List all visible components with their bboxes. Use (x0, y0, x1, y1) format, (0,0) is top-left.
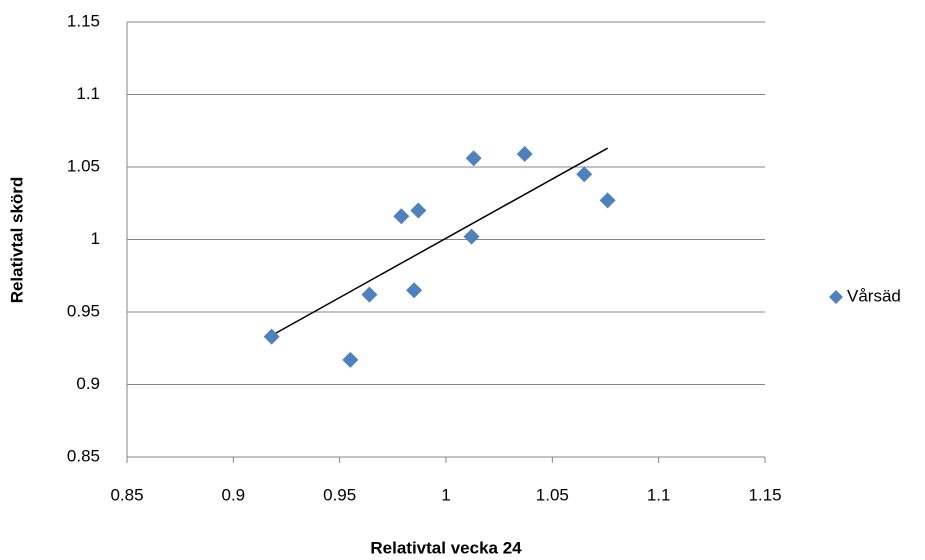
point (465, 150, 482, 167)
trendline (271, 147, 608, 337)
x-tick-label: 1 (441, 485, 450, 504)
y-tick-label: 0.95 (67, 301, 100, 320)
x-tick-label: 1.05 (536, 485, 569, 504)
legend-marker (829, 290, 843, 304)
y-tick-label: 0.9 (76, 374, 100, 393)
point (410, 202, 427, 219)
point (576, 166, 593, 183)
y-tick-label: 1.05 (67, 156, 100, 175)
y-tick-label: 1 (91, 229, 100, 248)
x-tick-label: 0.85 (110, 485, 143, 504)
point (463, 228, 480, 245)
y-axis-label: Relativtal skörd (7, 177, 26, 304)
point (516, 145, 533, 162)
x-axis-label: Relativtal vecka 24 (370, 538, 522, 557)
legend-label: Vårsäd (847, 286, 901, 305)
x-tick-label: 0.95 (323, 485, 356, 504)
point (406, 282, 423, 299)
point (342, 351, 359, 368)
point (393, 208, 410, 225)
y-tick-label: 1.15 (67, 11, 100, 30)
x-tick-label: 1.1 (647, 485, 671, 504)
point (599, 192, 616, 209)
point (263, 328, 280, 345)
y-tick-label: 1.1 (76, 84, 100, 103)
x-tick-label: 0.9 (222, 485, 246, 504)
y-tick-label: 0.85 (67, 446, 100, 465)
point (361, 286, 378, 303)
x-tick-label: 1.15 (748, 485, 781, 504)
